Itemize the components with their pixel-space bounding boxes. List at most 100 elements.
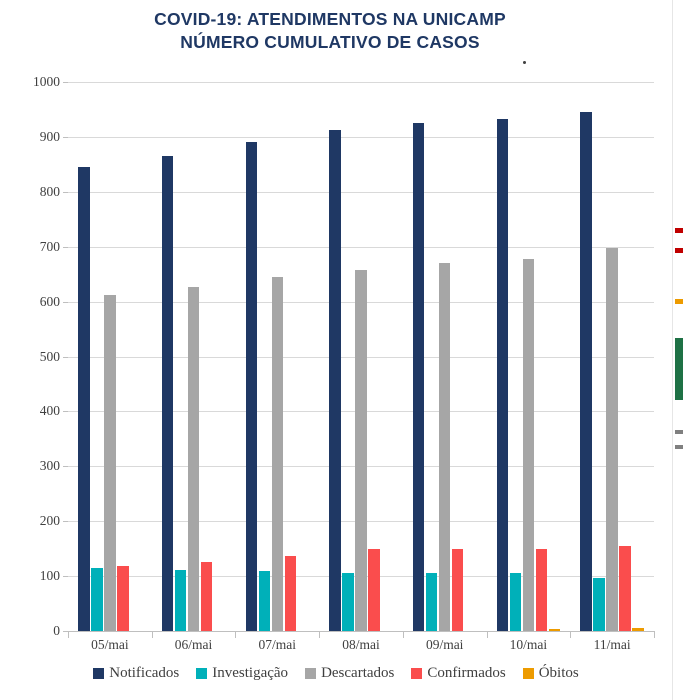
y-axis-tick-mark [63, 576, 68, 578]
y-axis-tick-label: 0 [53, 623, 60, 638]
y-axis-tick-mark [63, 411, 68, 413]
bar-descartados-08mai [355, 270, 367, 631]
bar-confirmados-05mai [117, 565, 129, 631]
y-axis-tick-mark [63, 631, 68, 632]
legend-swatch-icon [93, 668, 105, 679]
legend-item-confirmados[interactable]: Confirmados [411, 665, 506, 682]
edge-panel-fragment-5 [675, 445, 683, 449]
x-axis-tick-label: 07/mai [258, 637, 297, 652]
bar-investigao-06mai [174, 570, 187, 631]
legend-item-label: Óbitos [538, 665, 579, 681]
bar-descartados-09mai [438, 262, 451, 631]
legend-swatch-icon [522, 668, 534, 679]
legend-item-investigao[interactable]: Investigação [196, 665, 288, 682]
x-axis-separator [402, 631, 404, 638]
bar-confirmados-06mai [200, 561, 213, 631]
y-axis-tick-label: 200 [39, 513, 60, 529]
bar-notificados-07mai [245, 142, 258, 631]
bar-descartados-06mai [187, 286, 200, 631]
gridline [68, 82, 654, 83]
bar-notificados-08mai [329, 129, 341, 631]
y-axis-tick-mark [63, 356, 68, 358]
x-axis-tick-label: 11/mai [593, 637, 631, 652]
bar-confirmados-11mai [619, 546, 631, 631]
bar-notificados-10mai [496, 118, 509, 631]
edge-panel-fragment-1 [675, 248, 683, 253]
y-axis-tick-label: 800 [39, 183, 60, 199]
axis-baseline [68, 631, 654, 632]
legend-item-notificados[interactable]: Notificados [93, 665, 179, 682]
bar-notificados-06mai [161, 156, 174, 631]
legend-swatch-icon [305, 668, 317, 679]
y-axis-tick-label: 600 [39, 293, 60, 309]
edge-panel-fragment-2 [675, 299, 683, 304]
y-axis-tick-label: 500 [39, 348, 60, 364]
bar-investigao-08mai [342, 573, 354, 631]
y-axis-tick-label: 900 [39, 128, 60, 144]
bar-descartados-10mai [522, 258, 535, 631]
stray-dot-artifact [523, 61, 526, 64]
plot-area [68, 82, 654, 631]
chart-title: COVID-19: ATENDIMENTOS NA UNICAMP NÚMERO… [0, 8, 660, 54]
x-axis-separator [570, 631, 572, 638]
x-axis-separator-edge-1 [654, 631, 655, 638]
y-axis-tick-label: 400 [39, 403, 60, 419]
y-axis-tick-label: 100 [39, 568, 60, 584]
chart-title-line-1: COVID-19: ATENDIMENTOS NA UNICAMP [154, 9, 506, 29]
y-axis-tick-label: 300 [39, 458, 60, 474]
bar-notificados-11mai [580, 111, 592, 631]
chart-legend: Notificados Investigação Descartados Confir… [0, 665, 672, 682]
edge-panel-fragment-4 [675, 430, 683, 434]
bar-notificados-05mai [78, 167, 90, 631]
legend-item-label: Notificados [109, 665, 180, 681]
y-axis-tick-mark [63, 82, 68, 83]
clipped-side-panel [672, 0, 683, 700]
edge-panel-fragment-3 [675, 338, 683, 400]
bar-bitos-10mai [548, 628, 561, 631]
x-axis-tick-label: 10/mai [509, 637, 548, 652]
x-axis-tick-label: 05/mai [91, 637, 129, 652]
legend-item-label: Descartados [321, 665, 395, 681]
bar-notificados-09mai [412, 122, 425, 631]
y-axis-tick-mark [63, 136, 68, 138]
legend-item-bitos[interactable]: Óbitos [522, 665, 579, 682]
y-axis-tick-mark [63, 191, 68, 193]
y-axis-tick-mark [63, 301, 68, 303]
x-axis-tick-label: 08/mai [342, 637, 380, 652]
bar-investigao-09mai [425, 572, 438, 631]
bar-descartados-11mai [606, 248, 618, 631]
y-axis-tick-mark [63, 246, 68, 248]
edge-panel-fragment-0 [675, 228, 683, 233]
bar-bitos-11mai [632, 628, 644, 631]
legend-swatch-icon [411, 668, 423, 679]
bar-descartados-07mai [271, 277, 284, 631]
bar-confirmados-08mai [368, 548, 380, 631]
x-axis-separator [486, 631, 488, 638]
y-axis-tick-mark [63, 466, 68, 468]
bar-confirmados-07mai [284, 555, 297, 631]
x-axis-tick-label: 09/mai [425, 637, 464, 652]
legend-swatch-icon [196, 668, 208, 679]
bar-investigao-10mai [509, 573, 522, 631]
bar-investigao-05mai [91, 567, 103, 631]
bar-investigao-07mai [258, 571, 271, 631]
legend-item-label: Investigação [212, 665, 289, 681]
bar-confirmados-09mai [451, 548, 464, 631]
x-axis-separator [319, 631, 321, 638]
chart-title-line-2: NÚMERO CUMULATIVO DE CASOS [180, 32, 480, 52]
x-axis-separator [151, 631, 153, 638]
gridline [68, 191, 654, 193]
legend-item-descartados[interactable]: Descartados [305, 665, 394, 682]
legend-item-label: Confirmados [427, 665, 506, 681]
bar-investigao-11mai [593, 578, 605, 631]
x-axis-separator-edge-0 [68, 631, 69, 638]
x-axis-separator [235, 631, 237, 638]
bar-confirmados-10mai [535, 548, 548, 631]
gridline [68, 136, 654, 138]
bar-descartados-05mai [104, 295, 116, 631]
y-axis-tick-label: 700 [39, 238, 60, 254]
gridline [68, 246, 654, 248]
x-axis-tick-label: 06/mai [174, 637, 213, 652]
y-axis-tick-label: 1000 [33, 74, 60, 89]
